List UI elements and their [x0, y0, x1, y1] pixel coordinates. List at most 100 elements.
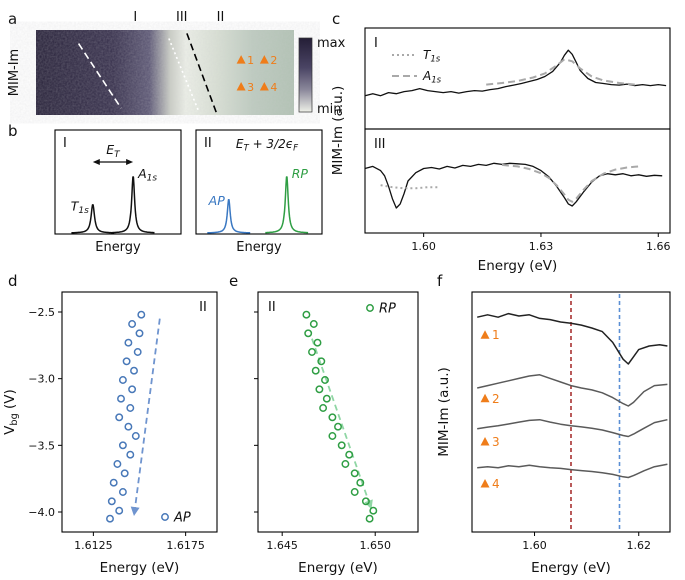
axes-frame: [195, 129, 323, 235]
x-tick-label: 1.62: [626, 539, 651, 552]
peak-curve: [111, 176, 155, 234]
phase-label: II: [199, 300, 207, 315]
x-tick-label: 1.6175: [166, 539, 205, 552]
data-point: [115, 506, 124, 515]
spectrum-curve-3: [477, 418, 668, 438]
spectrum-curve-2: [477, 374, 668, 407]
spectrum-curve-1: [477, 312, 668, 365]
series-label: RP: [379, 302, 396, 317]
legend-label: T1s: [423, 48, 441, 65]
data-point: [120, 469, 129, 478]
data-point: [106, 514, 114, 523]
legend-marker: [366, 304, 374, 312]
data-point: [350, 469, 359, 478]
data-point: [118, 488, 127, 496]
data-point: [311, 366, 320, 375]
data-point: [302, 310, 311, 319]
axes-frame: [257, 291, 419, 533]
map-point-label: 3: [247, 81, 254, 94]
map-point-label: 1: [247, 54, 254, 67]
data-point: [109, 478, 118, 487]
map-point-label: 4: [270, 81, 277, 94]
data-point: [131, 432, 140, 440]
axes-frame: [471, 291, 671, 533]
region-boundary-dashed: [186, 33, 218, 114]
data-point: [124, 422, 133, 431]
panel-label-e: e: [229, 272, 239, 290]
subplot-label-III: III: [374, 137, 386, 152]
data-point: [321, 376, 329, 384]
fit-guide-dashed: [501, 163, 639, 203]
region-label-III: III: [176, 10, 188, 25]
data-point: [124, 338, 133, 347]
legend-label: A1s: [422, 69, 442, 86]
data-point: [304, 329, 313, 338]
x-tick-label: 1.60: [411, 240, 436, 253]
triangle-marker: [259, 81, 269, 91]
curve-number-label: 2: [492, 392, 500, 406]
panel-c-spectra: I T1s A1s III 1.60 1.63 1.66 Energy (eV) MIM-Im …: [330, 27, 671, 274]
triangle-marker: [480, 393, 490, 403]
x-tick-label: 1.66: [646, 240, 671, 253]
data-point: [309, 320, 318, 328]
axes-frame: [61, 291, 218, 533]
heatmap-noise-texture: [36, 30, 294, 115]
data-point: [341, 460, 350, 468]
data-point: [328, 432, 337, 440]
y-axis-label: Vbg (V): [2, 389, 20, 435]
data-point: [319, 404, 328, 412]
x-axis-label: Energy (eV): [100, 560, 180, 576]
data-point: [133, 348, 142, 356]
region-boundary-dotted: [168, 38, 200, 112]
data-point: [113, 460, 122, 468]
y-tick-label: −3.5: [28, 439, 55, 452]
x-tick-label: 1.63: [529, 240, 554, 253]
data-point: [135, 329, 144, 338]
peak-curve: [71, 204, 115, 234]
x-tick-label: 1.645: [266, 539, 298, 552]
schematic-title: ET + 3/2ϵF: [236, 137, 299, 154]
peak-curve: [207, 198, 251, 234]
curve-number-label: 1: [492, 328, 500, 342]
schematic-xlabel: Energy: [95, 240, 141, 255]
peak-label: AP: [208, 193, 226, 208]
data-point: [315, 385, 324, 394]
data-point: [328, 413, 337, 422]
peak-label: RP: [292, 166, 309, 181]
schematic-title: ET: [106, 142, 121, 160]
x-axis-label: Energy (eV): [298, 560, 378, 576]
x-axis-label: Energy (eV): [531, 560, 611, 576]
panel-label-c: c: [332, 10, 341, 28]
trend-arrow: [133, 318, 161, 511]
x-tick-label: 1.6125: [74, 539, 113, 552]
x-tick-label: 1.60: [522, 539, 547, 552]
data-point: [313, 338, 322, 347]
legend-marker: [161, 513, 169, 521]
triangle-marker: [480, 330, 490, 339]
region-boundary-dashed: [77, 43, 122, 109]
data-point: [361, 497, 370, 506]
map-point-label: 2: [270, 54, 277, 67]
y-tick-label: −4.0: [28, 506, 55, 519]
phase-label: II: [268, 300, 276, 315]
double-arrow-head: [92, 159, 100, 165]
series-label: AP: [173, 511, 191, 526]
data-point: [365, 514, 374, 523]
panel-e-scatter-rp: 1.645 1.650 II RP Energy (eV): [254, 291, 419, 576]
schematic-xlabel: Energy: [236, 240, 282, 255]
data-point: [115, 413, 124, 422]
colorbar-min-label: min: [317, 102, 342, 117]
triangle-marker: [259, 55, 269, 64]
data-point: [130, 366, 138, 375]
panel-label-a: a: [8, 10, 18, 28]
panel-label-d: d: [8, 272, 18, 290]
data-point: [118, 441, 127, 450]
x-tick-label: 1.650: [359, 539, 391, 552]
double-arrow-head: [126, 159, 134, 165]
data-point: [350, 488, 359, 496]
data-point: [122, 357, 131, 366]
triangle-marker: [480, 437, 490, 446]
schematic-region-label: I: [63, 136, 67, 151]
trend-arrow-head: [364, 499, 373, 510]
